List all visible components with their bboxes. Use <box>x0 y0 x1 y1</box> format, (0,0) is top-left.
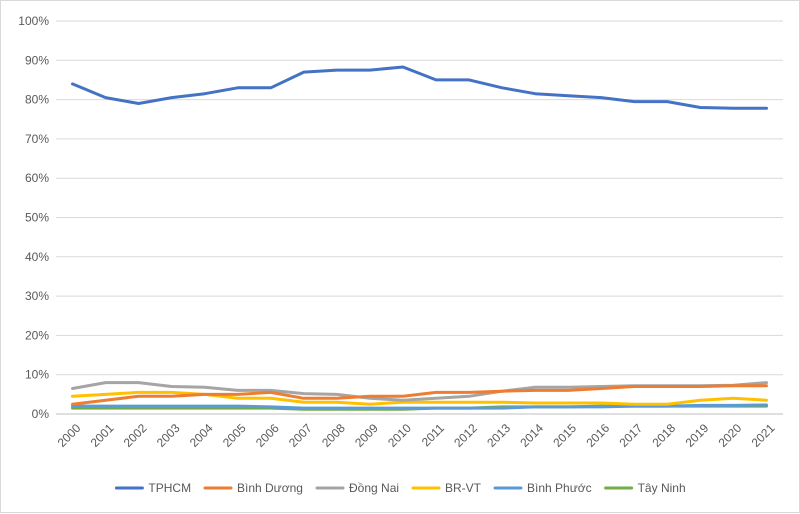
legend-item: Đồng Nai <box>315 481 399 495</box>
y-tick-label: 10% <box>25 368 49 382</box>
series-line-tphcm <box>71 65 768 110</box>
x-tick-label: 2015 <box>550 421 579 450</box>
x-tick-label: 2005 <box>220 421 249 450</box>
y-tick-label: 30% <box>25 289 49 303</box>
x-tick-label: 2001 <box>88 421 117 450</box>
y-tick-label: 0% <box>32 407 50 421</box>
series-line-br-vt <box>71 390 768 406</box>
x-tick-label: 2016 <box>583 421 612 450</box>
legend-label: TPHCM <box>148 481 191 495</box>
x-tick-label: 2017 <box>616 421 645 450</box>
x-tick-label: 2008 <box>319 421 348 450</box>
x-tick-label: 2004 <box>187 421 216 450</box>
y-tick-label: 90% <box>25 53 49 67</box>
x-tick-label: 2018 <box>650 421 679 450</box>
gridlines <box>56 20 783 415</box>
legend-label: BR-VT <box>445 481 482 495</box>
x-tick-label: 2012 <box>451 421 480 450</box>
x-tick-label: 2020 <box>716 421 745 450</box>
y-tick-label: 20% <box>25 328 49 342</box>
x-tick-label: 2006 <box>253 421 282 450</box>
x-tick-label: 2003 <box>154 421 183 450</box>
series-lines <box>71 65 768 411</box>
legend-label: Bình Dương <box>237 481 303 495</box>
y-tick-label: 40% <box>25 250 49 264</box>
x-tick-label: 2014 <box>517 421 546 450</box>
x-tick-label: 2010 <box>385 421 414 450</box>
y-tick-label: 80% <box>25 93 49 107</box>
legend-label: Đồng Nai <box>349 481 399 495</box>
y-tick-label: 50% <box>25 211 49 225</box>
y-tick-label: 70% <box>25 132 49 146</box>
legend: TPHCM Bình Dương Đồng Nai BR-VT Bình Phước Tâ… <box>114 481 686 495</box>
legend-label: Bình Phước <box>527 481 592 495</box>
legend-item: Bình Phước <box>493 481 592 495</box>
x-tick-label: 2011 <box>419 421 447 449</box>
legend-item: Bình Dương <box>203 481 303 495</box>
y-tick-label: 60% <box>25 171 49 185</box>
x-tick-label: 2002 <box>121 421 150 450</box>
legend-item: TPHCM <box>114 481 191 495</box>
x-tick-label: 2021 <box>749 421 778 450</box>
x-tick-label: 2009 <box>352 421 381 450</box>
y-tick-label: 100% <box>18 14 49 28</box>
series-line-bình-dương <box>71 384 768 406</box>
series-line-bình-phước <box>71 403 768 410</box>
x-tick-label: 2007 <box>286 421 315 450</box>
legend-item: Tây Ninh <box>604 481 686 495</box>
x-tick-label: 2019 <box>683 421 712 450</box>
x-tick-label: 2000 <box>55 421 84 450</box>
legend-label: Tây Ninh <box>638 481 686 495</box>
legend-item: BR-VT <box>411 481 482 495</box>
y-axis-tick-labels: 0% 10% 20% 30% 40% 50% 60% 70% 80% 90% 100% <box>18 14 49 421</box>
x-tick-label: 2013 <box>484 421 513 450</box>
x-axis-tick-labels: 2000 2001 2002 2003 2004 2005 2006 2007 2008 2009… <box>55 421 778 450</box>
